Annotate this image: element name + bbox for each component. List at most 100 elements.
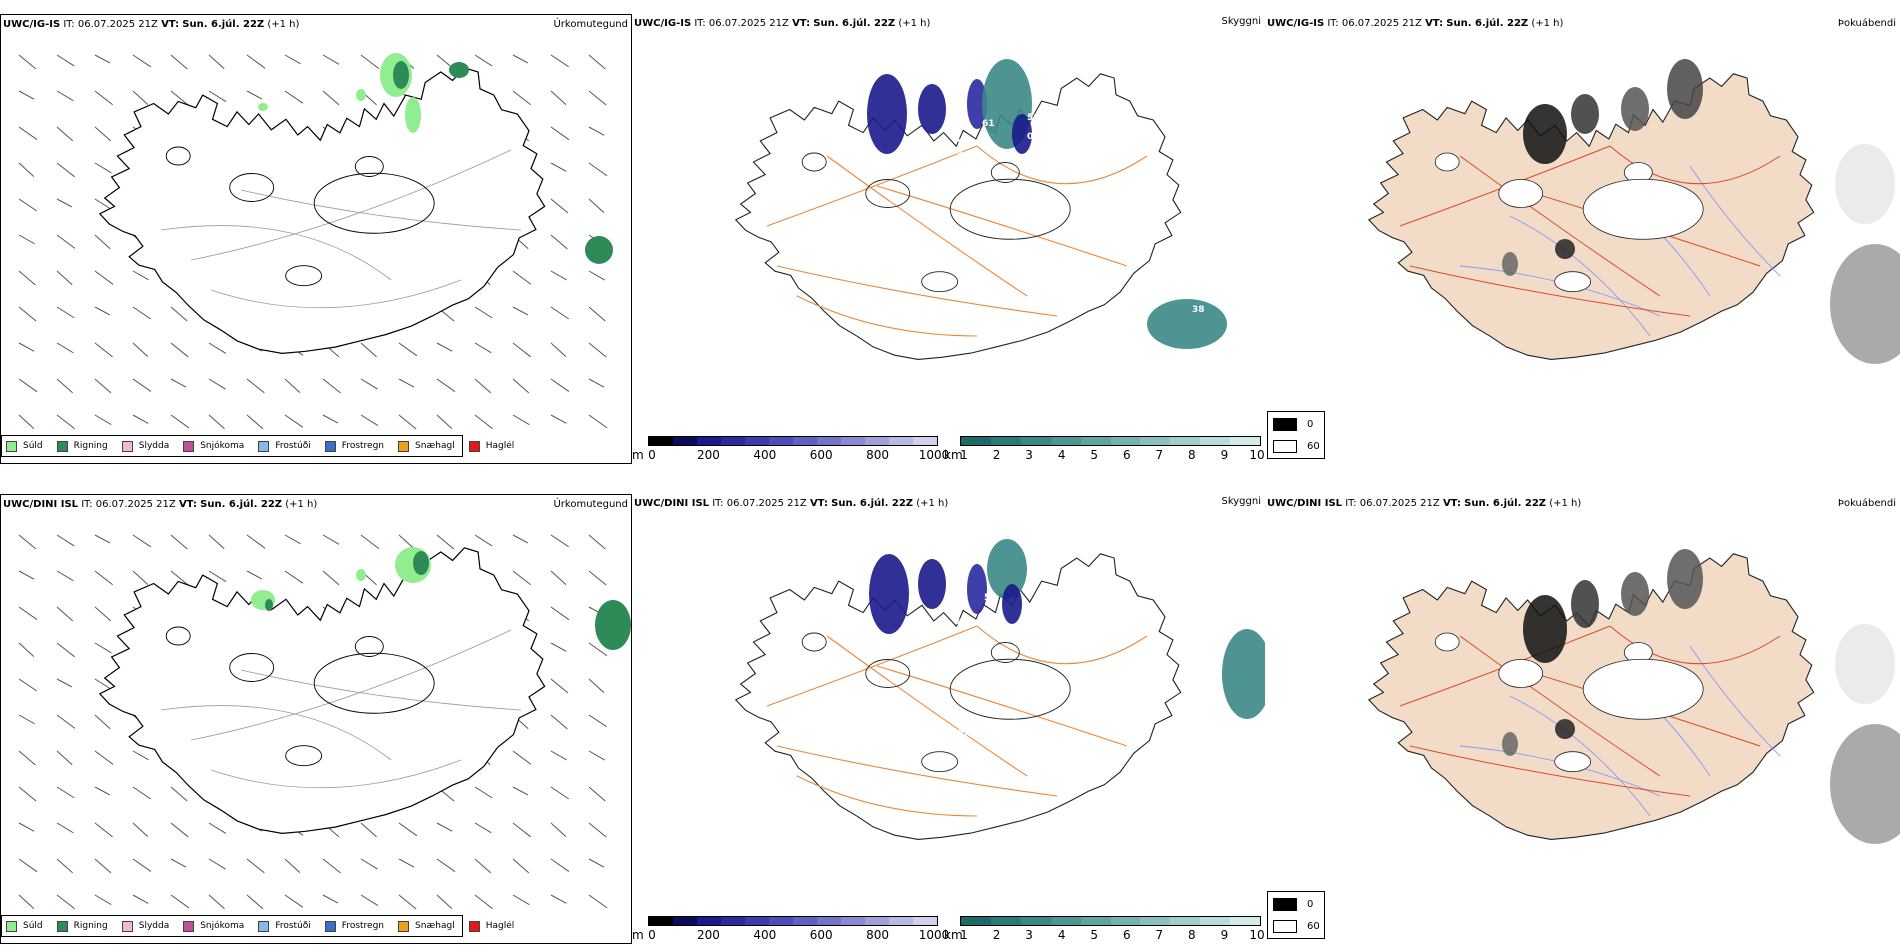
colorbar-segment (1230, 437, 1261, 445)
wind-barb (132, 750, 149, 761)
panel-title: Þokuábendi (1837, 18, 1896, 29)
precip-legend-item: Frostregn (324, 920, 384, 932)
precip-legend-item: Snjókoma (183, 440, 244, 452)
wind-barb (56, 750, 73, 766)
lead-time: (+1 h) (916, 498, 949, 509)
precip-area (585, 236, 613, 264)
model-name: UWC/DINI ISL (1267, 498, 1343, 509)
model-name: UWC/IG-IS (1267, 18, 1325, 29)
wind-barb (588, 306, 606, 322)
colorbar-segment (745, 917, 769, 925)
wind-barb (284, 414, 304, 428)
model-name: UWC/DINI ISL (634, 498, 710, 509)
colorbar-segment (961, 917, 991, 925)
cloud-legend-label: 60 (1307, 441, 1320, 452)
panel-header: UWC/DINI ISL IT: 06.07.2025 21Z VT: Sun.… (634, 498, 948, 509)
wind-barb (56, 162, 75, 178)
wind-barb (94, 162, 112, 174)
legend-label: Rigning (73, 921, 108, 931)
wind-barb (550, 342, 567, 358)
lead-time: (+1 h) (1531, 18, 1564, 29)
panel-header: UWC/IG-IS IT: 06.07.2025 21Z VT: Sun. 6.… (1267, 18, 1563, 29)
wind-barb (132, 306, 152, 320)
wind-barb (474, 534, 493, 547)
visibility-colorbar: km 1 2 3 4 5 6 7 8 9 10 (944, 436, 1265, 464)
it-label: IT: (63, 19, 75, 30)
wind-barb (170, 858, 187, 868)
ceiling-value-label: 07 (1037, 131, 1050, 141)
wind-barb (550, 678, 569, 694)
panel-title: Úrkomutegund (553, 19, 628, 30)
wind-barb (512, 270, 532, 285)
panel-header: UWC/DINI ISL IT: 06.07.2025 21Z VT: Sun.… (3, 499, 317, 510)
colorbar-unit: m (632, 448, 644, 462)
colorbar-tick: 5 (1090, 448, 1099, 462)
cloud-legend-row: 60 (1273, 920, 1320, 933)
wind-barb (94, 414, 112, 426)
wind-barb (588, 54, 606, 70)
wind-barb (170, 54, 188, 70)
colorbar-segment (793, 437, 817, 445)
colorbar-tick: 1000 (918, 928, 950, 942)
road (1459, 155, 1661, 297)
colorbar-tick: 1000 (918, 448, 950, 462)
legend-label: Slydda (138, 921, 170, 931)
wind-barb (94, 750, 114, 765)
wind-barb (550, 306, 569, 320)
fog-area (1621, 87, 1649, 131)
ceiling-value-label: 97 (957, 729, 970, 739)
wind-barb (170, 342, 189, 358)
wind-barb (360, 534, 380, 550)
precip-legend-item: Haglél (468, 920, 515, 932)
colorbar-tick: 1 (960, 448, 968, 462)
ceiling-value-label: 77 (1094, 607, 1107, 617)
panel-title: Skyggni (1221, 16, 1261, 27)
legend-swatch (468, 920, 480, 932)
colorbar-tick: 6 (1122, 928, 1131, 942)
wind-barb (132, 90, 149, 106)
colorbar-tick: 2 (992, 928, 1001, 942)
road (776, 265, 1058, 317)
wind-barb (588, 786, 606, 802)
glacier-outline (285, 745, 323, 767)
ceiling-value-label: 11 (1037, 145, 1050, 155)
it-label: IT: (694, 18, 706, 29)
wind-barb (360, 378, 378, 390)
colorbar-tick: 8 (1188, 928, 1196, 942)
ceiling-value-label: 61 (982, 119, 995, 129)
colorbar-strip (960, 916, 1261, 926)
legend-swatch (398, 920, 410, 932)
colorbar-segment (673, 437, 697, 445)
colorbar-segment (1080, 437, 1111, 445)
ceiling-value-label: 57 (1092, 143, 1105, 153)
legend-label: Frostregn (341, 441, 385, 451)
wind-barb (398, 378, 415, 388)
legend-label: Slydda (138, 441, 170, 451)
colorbar-tick: 3 (1025, 928, 1033, 942)
wind-barb (512, 306, 529, 316)
wind-barb (512, 894, 530, 906)
precip-area (356, 569, 366, 581)
cloud-legend-label: 60 (1307, 921, 1320, 932)
wind-barb (18, 606, 38, 620)
wind-barb (56, 786, 75, 799)
wind-barb (94, 678, 113, 691)
ceiling-value-label: 51 (954, 135, 967, 145)
colorbar-tick: 9 (1220, 448, 1229, 462)
fog-area (1555, 239, 1575, 259)
panel-header: UWC/IG-IS IT: 06.07.2025 21Z VT: Sun. 6.… (634, 18, 930, 29)
wind-barb (246, 414, 264, 430)
vt-label: VT: (1442, 498, 1461, 509)
glacier-outline (354, 636, 384, 657)
wind-barb (360, 822, 377, 838)
legend-swatch (183, 440, 195, 452)
wind-barb (208, 414, 225, 430)
wind-barb (56, 54, 75, 67)
colorbar-segment (745, 437, 769, 445)
vt-value: Sun. 6.júl. 22Z (1446, 18, 1529, 29)
roads (160, 629, 522, 789)
legend-label: Haglél (485, 921, 515, 931)
glacier-outline (921, 271, 959, 293)
precip-area (356, 89, 366, 101)
ceiling-map: 53 47 38 56 48 71 100 87 77 97 (734, 539, 1265, 840)
